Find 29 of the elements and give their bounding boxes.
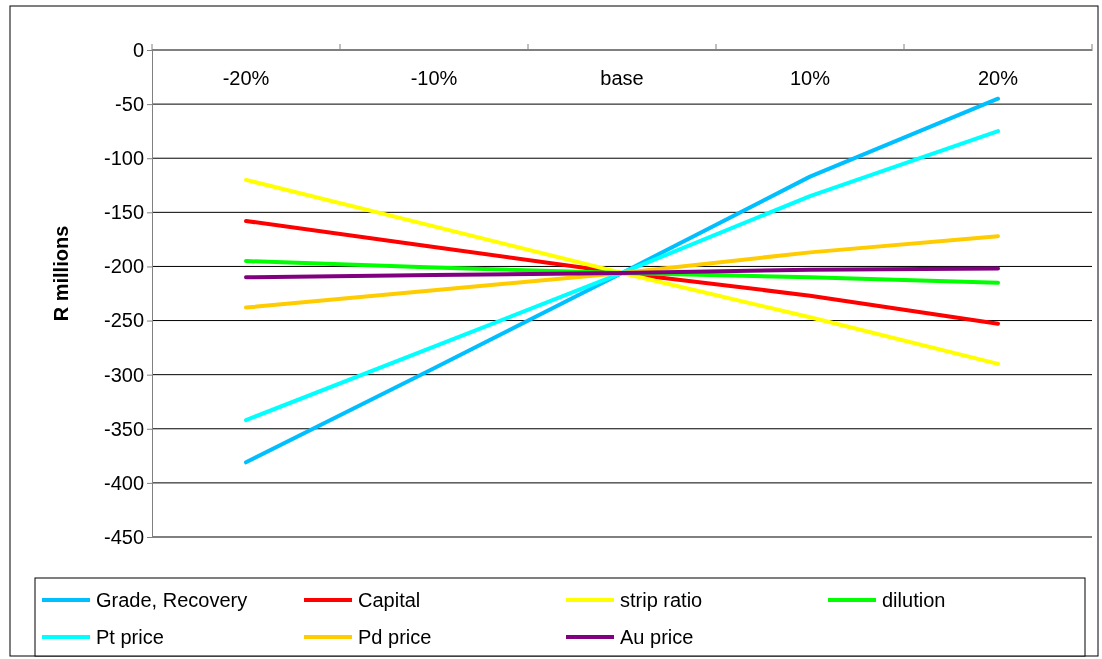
- x-tick-label: -20%: [222, 67, 270, 89]
- y-tick-label: -150: [103, 201, 144, 224]
- y-tick-label: -50: [115, 93, 144, 116]
- y-tick-label: -450: [103, 525, 144, 548]
- legend-label: Pt price: [96, 626, 164, 648]
- line-series: [244, 266, 1000, 280]
- x-tick-label: 20%: [977, 67, 1019, 89]
- line-series: [244, 129, 1000, 423]
- y-tick-label: -250: [103, 309, 144, 332]
- legend-label: Capital: [358, 589, 421, 611]
- y-tick-label: -200: [103, 255, 144, 278]
- legend-label: Au price: [620, 626, 694, 648]
- y-tick-label: -400: [103, 471, 144, 494]
- y-tick-label: -100: [103, 147, 144, 170]
- line-series: [244, 218, 1000, 326]
- line-series: [244, 96, 1000, 465]
- legend-label: Pd price: [358, 626, 432, 648]
- legend-label: strip ratio: [620, 589, 703, 611]
- y-tick-label: -350: [103, 417, 144, 440]
- x-tick-label: 10%: [789, 67, 831, 89]
- legend-label: Grade, Recovery: [96, 589, 248, 611]
- line-series: [244, 234, 1000, 310]
- y-tick-label: 0: [132, 38, 144, 61]
- y-tick-label: -300: [103, 363, 144, 386]
- x-tick-label: base: [600, 67, 644, 89]
- y-axis-title: R millions: [50, 225, 72, 322]
- x-tick-label: -10%: [410, 67, 458, 89]
- legend-label: dilution: [882, 589, 946, 611]
- line-series: [244, 177, 1000, 366]
